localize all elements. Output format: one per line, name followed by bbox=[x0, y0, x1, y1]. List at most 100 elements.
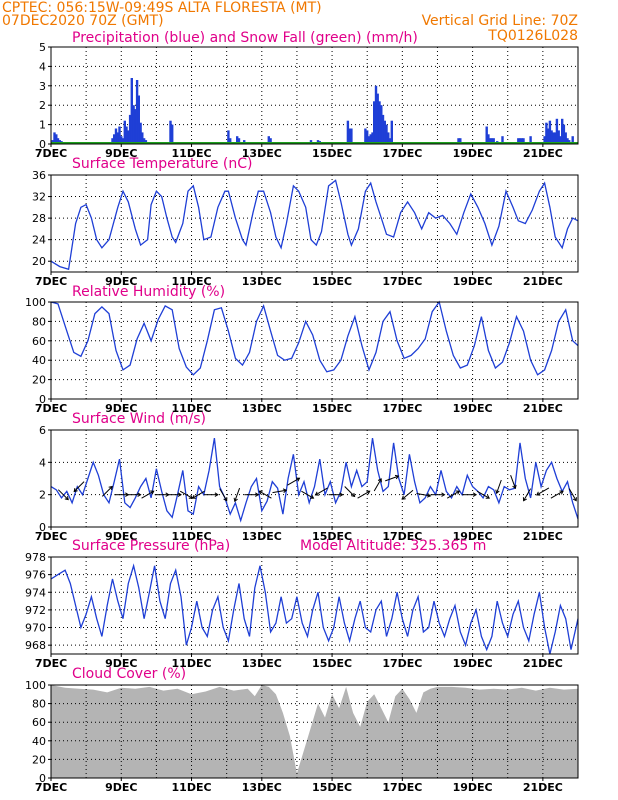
y-tick-label: 100 bbox=[25, 296, 46, 309]
y-tick-label: 0 bbox=[39, 772, 46, 785]
wind-arrow bbox=[167, 492, 182, 497]
precip-bar bbox=[548, 120, 552, 144]
precip-bar bbox=[141, 132, 144, 144]
wind-arrow bbox=[536, 487, 550, 496]
wind-arrow-head bbox=[401, 495, 406, 500]
wind-frame bbox=[50, 429, 579, 528]
y-tick-label: 5 bbox=[39, 41, 46, 54]
precip-bar bbox=[489, 138, 492, 144]
precip-bar bbox=[267, 136, 270, 144]
x-tick-label: 17DEC bbox=[382, 781, 422, 794]
wind-arrow-shaft bbox=[272, 489, 287, 494]
pressure-annotation: Model Altitude: 325.365 m bbox=[300, 538, 486, 554]
wind-arrow bbox=[510, 475, 517, 490]
wind-arrow-head bbox=[441, 492, 446, 497]
precip-bar bbox=[237, 138, 241, 144]
precip-bar bbox=[132, 105, 135, 144]
wind-arrow-head bbox=[455, 490, 461, 495]
wind-arrow-head bbox=[108, 485, 113, 491]
precip-bar bbox=[520, 138, 523, 144]
y-tick-label: 3 bbox=[39, 80, 46, 93]
x-tick-label: 15DEC bbox=[312, 657, 352, 670]
x-tick-label: 7DEC bbox=[35, 781, 67, 794]
wind-arrow-head bbox=[314, 491, 320, 496]
wind-arrow bbox=[476, 490, 491, 499]
wind-arrow-shaft bbox=[446, 490, 460, 499]
wind-arrow-head bbox=[309, 494, 315, 499]
precip-bar bbox=[171, 124, 174, 144]
precip-bar bbox=[554, 132, 557, 144]
precip-bar bbox=[378, 101, 381, 144]
y-tick-label: 20 bbox=[32, 374, 46, 387]
precip-bar bbox=[380, 105, 383, 144]
wind-arrow-head bbox=[339, 492, 344, 497]
wind-arrow bbox=[114, 492, 130, 497]
wind-arrow-head bbox=[572, 497, 577, 502]
x-tick-label: 21DEC bbox=[523, 657, 563, 670]
x-tick-label: 21DEC bbox=[523, 402, 563, 415]
x-tick-label: 7DEC bbox=[35, 657, 67, 670]
x-tick-label: 15DEC bbox=[312, 147, 352, 160]
wind-arrow-shaft bbox=[141, 490, 154, 499]
precip-bar bbox=[381, 114, 385, 144]
precip-bar bbox=[130, 78, 133, 144]
wind-arrow-shaft bbox=[523, 488, 532, 501]
precip-title: Precipitation (blue) and Snow Fall (gree… bbox=[72, 30, 418, 46]
wind-arrow bbox=[385, 474, 400, 482]
y-tick-label: 970 bbox=[25, 622, 46, 635]
y-tick-label: 80 bbox=[32, 698, 46, 711]
x-tick-label: 13DEC bbox=[242, 781, 282, 794]
pressure-title: Surface Pressure (hPa) bbox=[72, 538, 230, 554]
precip-bar bbox=[562, 124, 566, 144]
precip-frame bbox=[50, 46, 579, 145]
x-tick-label: 7DEC bbox=[35, 402, 67, 415]
cloud-panel: 0 20 40 60 80 100 7DEC 9DEC 11DEC 13DEC 15DEC 17DEC… bbox=[25, 666, 579, 794]
precip-bar bbox=[383, 120, 386, 144]
wind-arrow-head bbox=[426, 493, 432, 498]
y-tick-label: 1 bbox=[39, 119, 46, 132]
precip-bar bbox=[571, 136, 574, 144]
y-tick-label: 60 bbox=[32, 716, 46, 729]
x-tick-label: 9DEC bbox=[105, 781, 137, 794]
precip-bar bbox=[518, 138, 522, 144]
wind-arrow bbox=[287, 477, 301, 486]
wind-arrow-shaft bbox=[219, 488, 228, 501]
wind-arrow-head bbox=[214, 492, 219, 497]
precip-bar bbox=[373, 101, 376, 144]
precip-bar bbox=[371, 132, 374, 144]
x-tick-label: 13DEC bbox=[242, 275, 282, 288]
wind-arrow-shaft bbox=[101, 486, 113, 497]
wind-arrow-head bbox=[137, 492, 142, 497]
precip-bar bbox=[125, 126, 128, 144]
x-tick-label: 21DEC bbox=[523, 147, 563, 160]
x-tick-label: 7DEC bbox=[35, 275, 67, 288]
y-tick-label: 4 bbox=[39, 456, 46, 469]
wind-arrow bbox=[314, 487, 328, 496]
precip-bar bbox=[137, 95, 140, 144]
precip-bar bbox=[555, 118, 559, 144]
wind-arrow-shaft bbox=[416, 493, 431, 497]
x-tick-label: 19DEC bbox=[453, 657, 493, 670]
wind-arrow-shaft bbox=[496, 479, 502, 494]
wind-arrow-shaft bbox=[476, 490, 490, 499]
x-tick-label: 19DEC bbox=[453, 147, 493, 160]
wind-arrow bbox=[258, 490, 272, 499]
wind-arrow-head bbox=[522, 497, 527, 502]
x-tick-label: 11DEC bbox=[172, 275, 212, 288]
x-tick-label: 7DEC bbox=[35, 530, 67, 543]
wind-arrow-shaft bbox=[301, 490, 314, 499]
y-tick-label: 28 bbox=[32, 212, 46, 225]
precip-bar bbox=[388, 138, 392, 144]
x-tick-label: 11DEC bbox=[172, 657, 212, 670]
wind-arrow bbox=[495, 479, 502, 495]
wind-arrow-shaft bbox=[568, 488, 577, 501]
wind-panel: 0 2 4 6 7DEC 9DEC 11DEC 13DEC 15DEC 17DEC 19DEC 21D… bbox=[35, 411, 579, 543]
wind-arrow bbox=[244, 492, 260, 497]
wind-arrow-shaft bbox=[192, 490, 205, 499]
y-tick-label: 36 bbox=[32, 169, 46, 182]
y-tick-label: 974 bbox=[25, 586, 46, 599]
x-tick-label: 7DEC bbox=[35, 147, 67, 160]
wind-arrow-head bbox=[559, 490, 564, 495]
y-tick-label: 0 bbox=[39, 521, 46, 534]
